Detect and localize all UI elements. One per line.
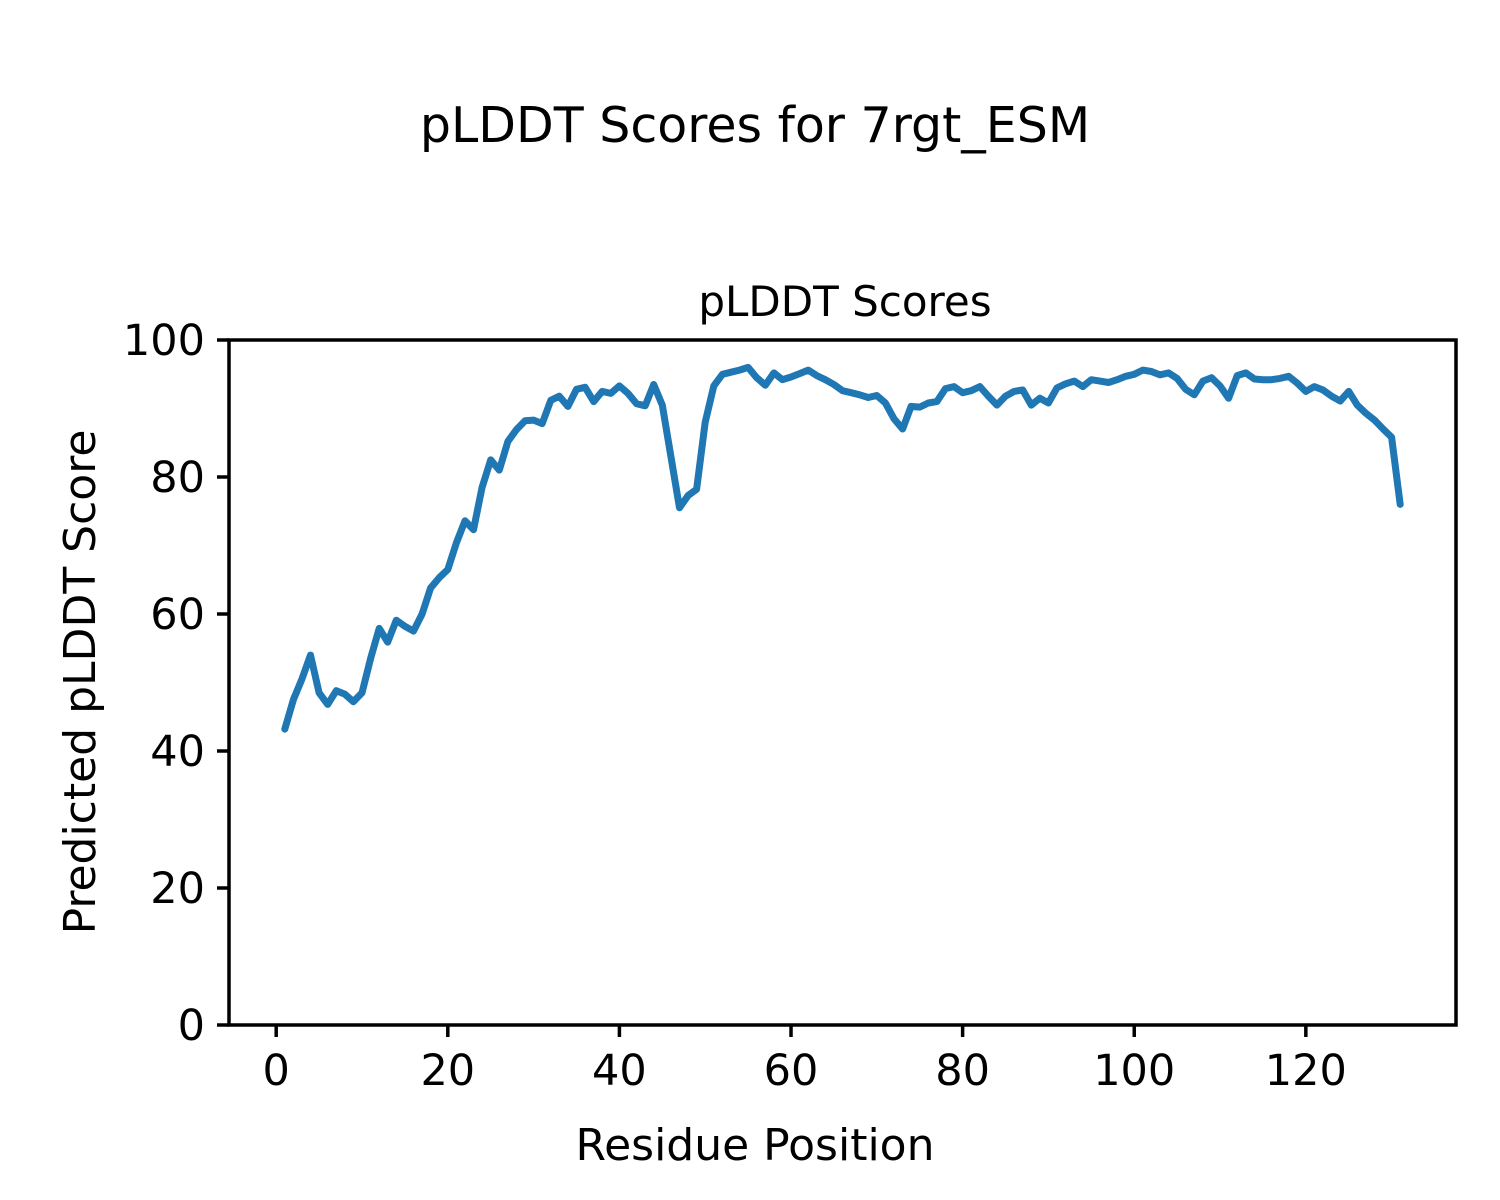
x-tick-label: 0 xyxy=(263,1046,290,1096)
x-axis-label: Residue Position xyxy=(575,1120,934,1171)
plddt-series-line xyxy=(281,363,1404,733)
tick-marks: 0 20 40 60 80 100 120 0 20 40 60 80 100 xyxy=(123,316,1347,1096)
axes-title: pLDDT Scores xyxy=(698,277,991,326)
y-tick-label: 40 xyxy=(150,727,205,777)
x-tick-label: 60 xyxy=(764,1046,819,1096)
axes-frame xyxy=(227,338,1458,1027)
figure-title: pLDDT Scores for 7rgt_ESM xyxy=(420,97,1090,154)
plddt-line xyxy=(281,363,1404,733)
x-tick-label: 20 xyxy=(420,1046,475,1096)
y-axis-label: Predicted pLDDT Score xyxy=(55,430,106,935)
x-tick-label: 100 xyxy=(1093,1046,1175,1096)
y-tick-label: 20 xyxy=(150,864,205,914)
y-tick-label: 0 xyxy=(178,1001,205,1051)
x-tick-label: 40 xyxy=(592,1046,647,1096)
x-tick-label: 120 xyxy=(1265,1046,1347,1096)
y-tick-label: 80 xyxy=(150,453,205,503)
x-tick-label: 80 xyxy=(935,1046,990,1096)
axes-spines xyxy=(227,338,1458,1027)
y-tick-label: 100 xyxy=(123,316,205,366)
y-tick-label: 60 xyxy=(150,590,205,640)
